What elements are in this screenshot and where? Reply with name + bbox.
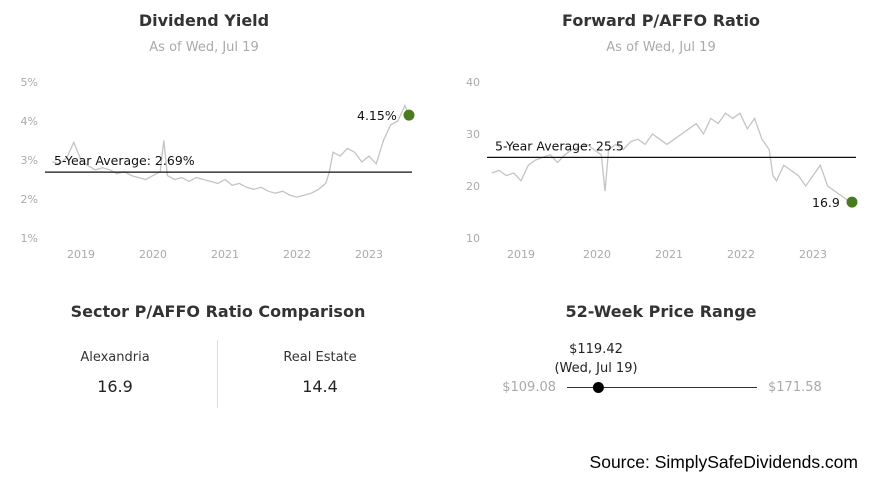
sector-divider: [217, 340, 218, 408]
sector-left-value: 16.9: [97, 377, 133, 396]
pafo-ratio-subtitle: As of Wed, Jul 19: [606, 40, 716, 55]
pafo-ratio-title: Forward P/AFFO Ratio: [562, 11, 760, 30]
current-value-marker: [403, 109, 415, 121]
average-label: 5-Year Average: 25.5: [495, 138, 624, 153]
y-tick-label: 3%: [21, 154, 38, 167]
range-low-label: $109.08: [502, 380, 556, 395]
range-high-label: $171.58: [768, 380, 822, 395]
y-tick-label: 4%: [21, 115, 38, 128]
y-tick-label: 20: [466, 180, 480, 193]
y-tick-label: 10: [466, 232, 480, 245]
average-label: 5-Year Average: 2.69%: [54, 153, 195, 168]
y-tick-label: 2%: [21, 193, 38, 206]
sector-right: Real Estate 14.4: [265, 350, 375, 396]
x-tick-label: 2019: [507, 248, 535, 261]
sector-left: Alexandria 16.9: [60, 350, 170, 396]
x-tick-label: 2023: [355, 248, 383, 261]
y-tick-label: 40: [466, 76, 480, 89]
y-tick-label: 5%: [21, 76, 38, 89]
current-value-label: 4.15%: [357, 108, 397, 123]
y-tick-label: 30: [466, 128, 480, 141]
source-credit: Source: SimplySafeDividends.com: [589, 452, 858, 472]
x-tick-label: 2021: [655, 248, 683, 261]
x-tick-label: 2021: [211, 248, 239, 261]
price-range-title: 52-Week Price Range: [565, 302, 757, 321]
sector-right-name: Real Estate: [283, 350, 357, 365]
x-tick-label: 2022: [283, 248, 311, 261]
sector-left-name: Alexandria: [80, 350, 150, 365]
x-tick-label: 2023: [799, 248, 827, 261]
y-tick-label: 1%: [21, 232, 38, 245]
sector-comparison-title: Sector P/AFFO Ratio Comparison: [70, 302, 366, 321]
current-price: $119.42: [569, 342, 623, 357]
x-tick-label: 2022: [727, 248, 755, 261]
sector-right-value: 14.4: [302, 377, 338, 396]
current-value-label: 16.9: [812, 195, 840, 210]
current-price-date: (Wed, Jul 19): [554, 361, 638, 376]
dividend-yield-title: Dividend Yield: [138, 11, 270, 30]
range-current-marker: [592, 382, 604, 393]
dividend-yield-subtitle: As of Wed, Jul 19: [149, 40, 259, 55]
series-line: [491, 112, 854, 203]
x-tick-label: 2020: [139, 248, 167, 261]
x-tick-label: 2019: [67, 248, 95, 261]
current-value-marker: [846, 196, 858, 208]
x-tick-label: 2020: [583, 248, 611, 261]
